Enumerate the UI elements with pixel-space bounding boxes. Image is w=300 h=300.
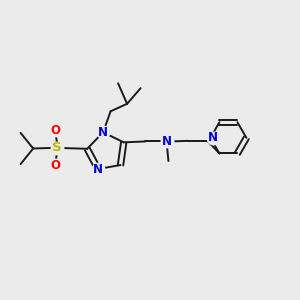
- Text: N: N: [208, 131, 218, 144]
- Text: O: O: [51, 124, 61, 137]
- Text: O: O: [51, 159, 61, 172]
- Text: S: S: [52, 141, 62, 154]
- Text: N: N: [162, 135, 172, 148]
- Text: N: N: [98, 126, 108, 139]
- Text: N: N: [93, 163, 103, 176]
